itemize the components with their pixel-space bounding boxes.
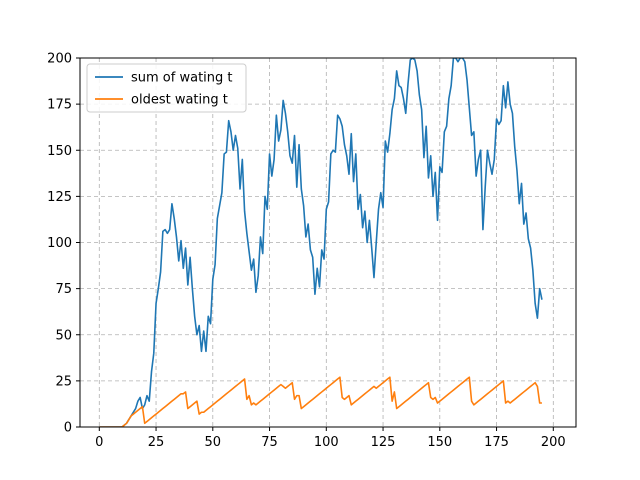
x-tick-label: 75 <box>261 435 278 450</box>
y-tick-label: 200 <box>47 52 72 67</box>
x-tick-label: 0 <box>95 435 103 450</box>
legend-label-1: sum of wating t <box>131 71 233 86</box>
grid-lines <box>80 57 576 428</box>
y-tick-label: 75 <box>55 282 72 297</box>
series-line-1 <box>99 58 543 427</box>
x-tick-label: 100 <box>314 435 339 450</box>
y-tick-label: 100 <box>47 236 72 251</box>
legend: sum of wating t oldest wating t <box>86 63 247 113</box>
axis-ticks: 0 25 50 75 100 125 150 175 200 0 25 50 75 100 125 150 17… <box>47 52 566 451</box>
series-line-2 <box>99 376 542 427</box>
x-tick-label: 125 <box>371 435 396 450</box>
y-tick-label: 25 <box>55 374 72 389</box>
y-tick-label: 150 <box>47 144 72 159</box>
y-tick-label: 175 <box>47 98 72 113</box>
y-tick-label: 0 <box>64 421 72 436</box>
x-tick-label: 175 <box>484 435 509 450</box>
x-tick-label: 50 <box>205 435 222 450</box>
y-tick-label: 50 <box>55 328 72 343</box>
x-tick-label: 25 <box>148 435 165 450</box>
plot-series <box>99 58 543 427</box>
x-tick-label: 200 <box>541 435 566 450</box>
x-tick-label: 150 <box>427 435 452 450</box>
legend-label-2: oldest wating t <box>131 93 228 108</box>
legend-box <box>86 63 247 113</box>
y-tick-label: 125 <box>47 190 72 205</box>
